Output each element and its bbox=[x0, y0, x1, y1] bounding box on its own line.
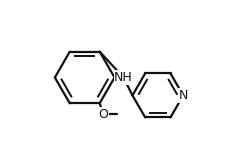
Text: NH: NH bbox=[114, 71, 133, 84]
Text: O: O bbox=[98, 108, 108, 121]
Text: N: N bbox=[178, 89, 188, 102]
